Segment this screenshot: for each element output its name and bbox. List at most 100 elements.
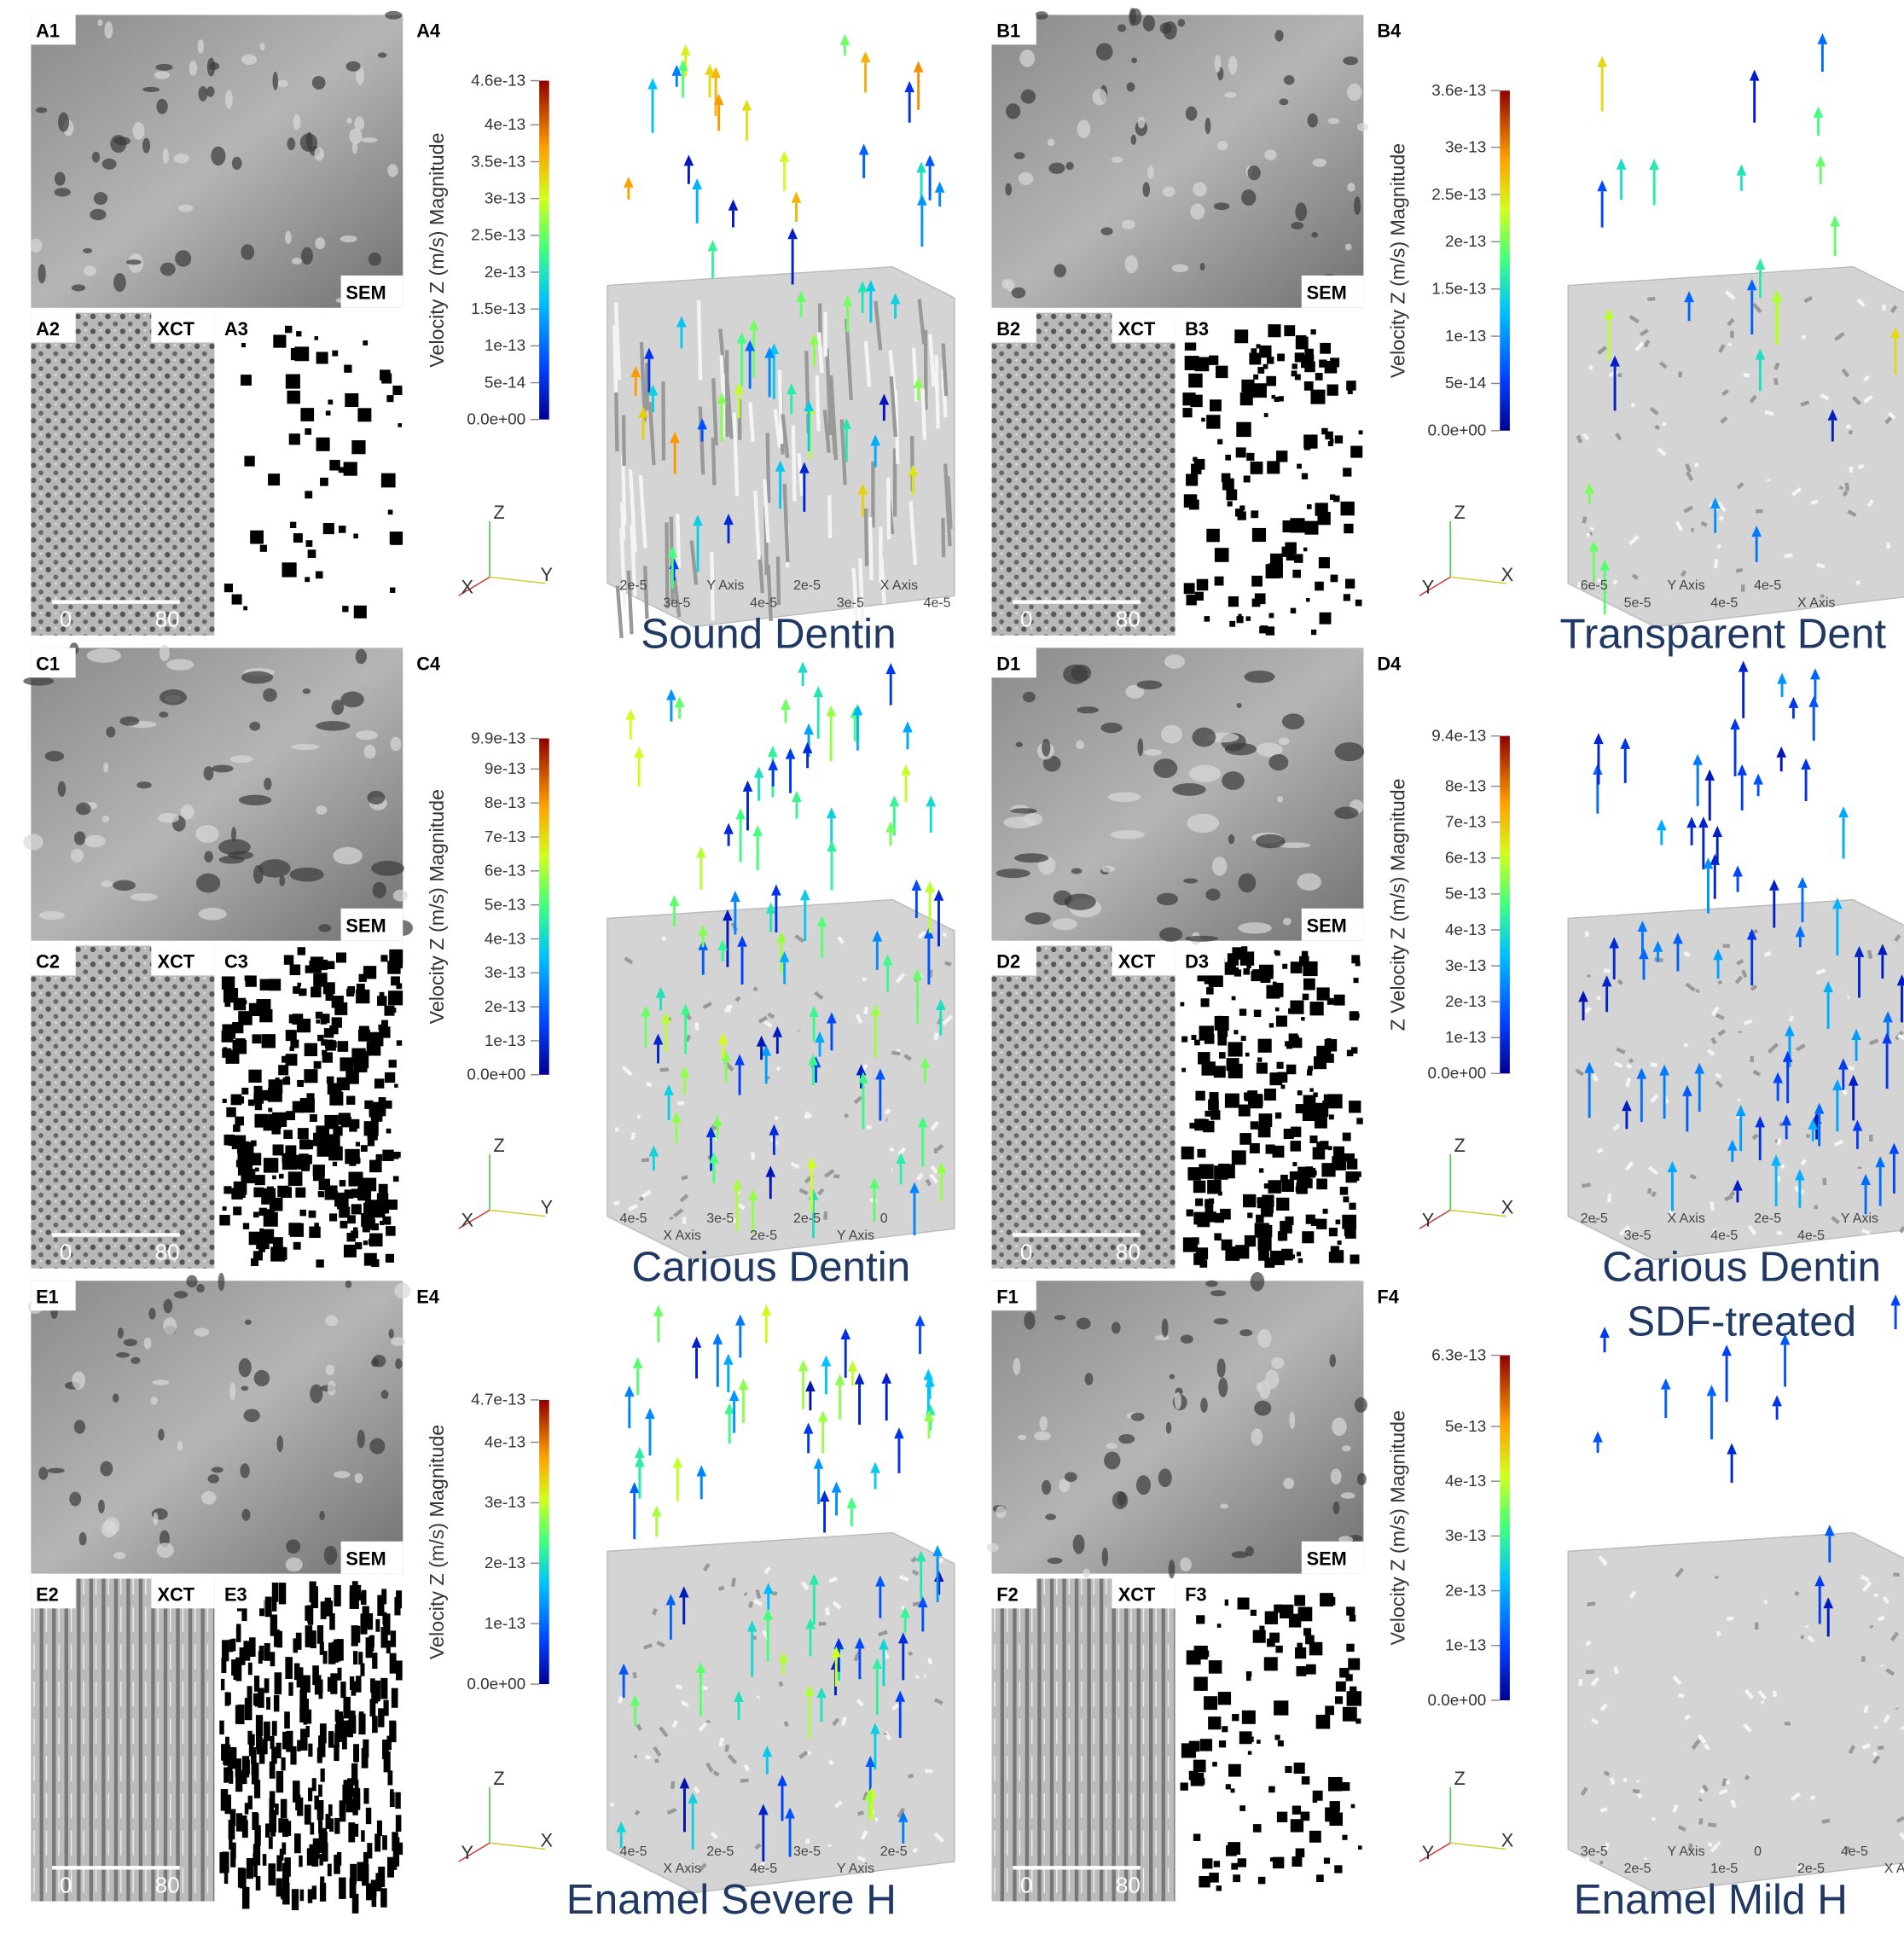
pore — [1268, 324, 1281, 338]
structure — [1883, 1714, 1890, 1723]
structure — [1889, 1631, 1900, 1641]
arrow-head — [1712, 825, 1722, 837]
pore — [327, 1863, 332, 1877]
sem-texture — [1142, 15, 1156, 32]
colorbar-tick-label: 2e-13 — [1445, 1582, 1486, 1600]
structure — [1788, 1014, 1795, 1022]
pore — [1315, 373, 1323, 380]
pore — [381, 1019, 388, 1027]
pore — [1235, 447, 1246, 458]
sem-texture — [47, 1467, 65, 1473]
pore — [305, 1725, 310, 1738]
label-bg — [219, 1578, 264, 1609]
structure — [1694, 462, 1699, 468]
pore — [373, 1680, 380, 1702]
sem-texture — [1020, 89, 1036, 104]
triad-label: X — [541, 1830, 554, 1851]
pore — [1274, 950, 1280, 956]
label-bg — [991, 312, 1036, 343]
sem-label: SEM — [345, 1548, 386, 1569]
structure — [934, 355, 940, 429]
pore — [343, 462, 357, 476]
structure — [911, 347, 919, 403]
arrow-head — [679, 1777, 690, 1789]
arrow-head — [1772, 1395, 1782, 1407]
structure — [666, 1807, 677, 1815]
structure — [1612, 578, 1618, 585]
pore — [268, 1113, 276, 1123]
sem-texture — [159, 688, 188, 706]
scale-label: 80 — [1116, 607, 1141, 632]
structure — [1735, 567, 1744, 573]
sem-texture — [150, 1396, 158, 1405]
triad-label: X — [461, 576, 474, 597]
pore — [1214, 1165, 1228, 1180]
pore — [1268, 613, 1274, 619]
pore — [331, 1641, 339, 1663]
arrow-head — [897, 1810, 908, 1822]
colorbar-tick-label: 6e-13 — [1445, 850, 1486, 868]
arrow-head — [709, 1152, 719, 1164]
structure — [1597, 346, 1607, 355]
sem-texture — [1264, 149, 1277, 161]
pore — [1302, 1107, 1316, 1122]
pore — [356, 1676, 362, 1693]
pore — [1274, 1604, 1282, 1613]
pore — [317, 1810, 322, 1823]
pore — [1350, 1254, 1360, 1264]
pore — [300, 1101, 309, 1108]
sem-texture — [1142, 182, 1151, 198]
pore — [1226, 489, 1238, 501]
structure — [773, 409, 782, 448]
structure — [705, 1762, 714, 1773]
axis-1 — [458, 1209, 491, 1229]
sem-texture — [327, 1380, 336, 1396]
sem-texture — [1332, 1502, 1340, 1514]
arrow-head — [889, 795, 900, 807]
arrow-head — [1584, 1061, 1595, 1073]
arrow-head — [655, 986, 666, 998]
pore — [380, 1888, 387, 1908]
sem-texture — [1291, 222, 1304, 229]
block-title: Carious Dentin — [631, 1243, 910, 1290]
pore — [246, 1857, 253, 1879]
panel-label: C1 — [36, 654, 60, 675]
pore — [284, 325, 293, 334]
triad-label: Z — [493, 1135, 504, 1156]
pore — [1324, 1038, 1338, 1052]
pore — [250, 530, 264, 544]
pore — [1272, 1145, 1285, 1158]
arrow-head — [768, 746, 778, 758]
structure — [740, 1778, 749, 1783]
pore — [1268, 563, 1283, 578]
sem-texture — [1213, 202, 1230, 211]
structure — [874, 1817, 879, 1822]
pore — [1243, 475, 1251, 483]
arrow-head — [1838, 1058, 1849, 1070]
pore — [339, 1877, 346, 1899]
pore — [1277, 1740, 1284, 1747]
sem-texture — [207, 1474, 220, 1484]
pore — [1186, 1209, 1193, 1217]
arrow-head — [664, 1083, 674, 1095]
pore — [351, 1188, 361, 1199]
panel-label: D4 — [1377, 654, 1401, 675]
structure — [1698, 1818, 1704, 1825]
pore — [324, 1114, 339, 1130]
structure — [1776, 1230, 1783, 1236]
pore — [1199, 1025, 1214, 1041]
pore — [1229, 620, 1236, 627]
sem-texture — [195, 873, 221, 893]
pore — [1350, 1686, 1357, 1693]
colorbar-tick-label: 4e-13 — [485, 116, 525, 134]
pore — [1251, 510, 1259, 519]
pore — [1327, 441, 1333, 447]
pore — [315, 571, 323, 579]
sem-texture — [160, 262, 176, 276]
sem-texture — [1295, 202, 1308, 221]
axis-text: 4e-5 — [1797, 1229, 1825, 1243]
structure — [925, 1178, 932, 1187]
sem-texture — [1236, 702, 1242, 709]
structure — [804, 1111, 810, 1119]
